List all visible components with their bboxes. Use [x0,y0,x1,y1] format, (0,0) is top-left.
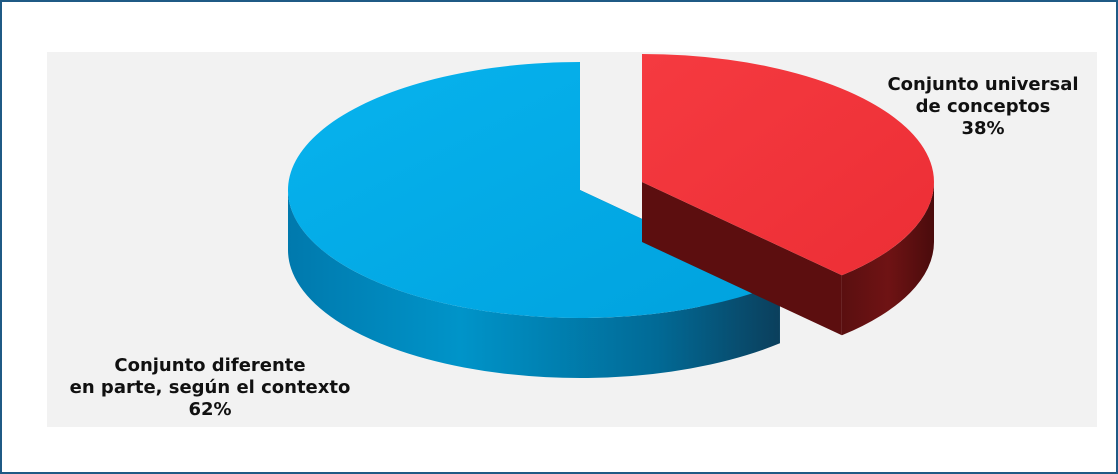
slice-name-line: Conjunto universal [887,74,1078,95]
slice-percent-label: 62% [188,399,231,420]
slice-label-universal: Conjunto universal de conceptos 38% [887,74,1078,139]
slice-percent-label: 38% [961,118,1004,139]
slice-name-line: de conceptos [916,96,1051,117]
slice-name-line: en parte, según el contexto [70,377,351,398]
slice-name-line: Conjunto diferente [114,355,305,376]
pie-slice-diferente [288,62,780,378]
slice-label-diferente: Conjunto diferente en parte, según el con… [70,355,351,420]
pie-slice-universal [642,54,934,336]
